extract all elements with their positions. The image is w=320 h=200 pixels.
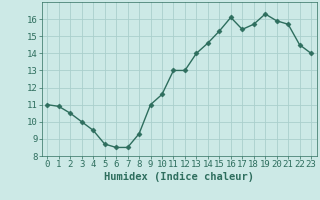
X-axis label: Humidex (Indice chaleur): Humidex (Indice chaleur): [104, 172, 254, 182]
